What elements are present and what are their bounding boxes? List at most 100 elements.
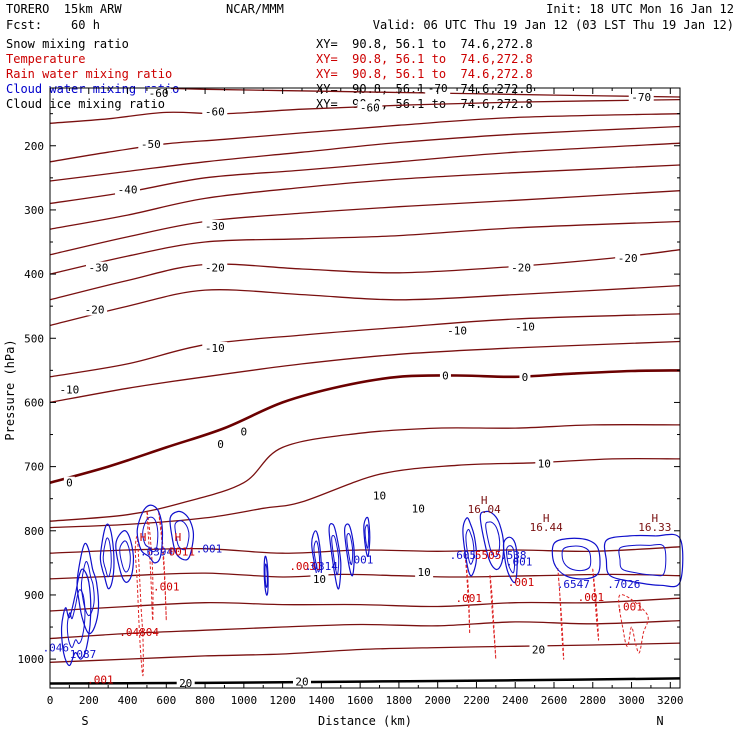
x-tick-label: 1400 bbox=[308, 694, 335, 707]
axes: 0 200 400 600 800 1000 1200 1400 1600 1800 2000 220… bbox=[18, 88, 684, 707]
isotherm-label: -40 bbox=[118, 183, 138, 196]
cloud-contour-inner bbox=[346, 533, 354, 566]
x-tick-label: 800 bbox=[195, 694, 215, 707]
isotherm-label-bg bbox=[56, 383, 82, 396]
cloud-contour bbox=[60, 568, 92, 667]
cloud-contour bbox=[479, 510, 505, 571]
cloud-contour bbox=[502, 536, 518, 584]
max-annotation: .001 bbox=[578, 591, 605, 604]
max-annotation: .001 bbox=[455, 592, 482, 605]
isotherm-label-bg bbox=[82, 303, 108, 316]
cloud-contour-inner bbox=[119, 540, 131, 573]
isotherm-18 bbox=[49, 619, 681, 640]
isotherm-label-bg bbox=[615, 252, 641, 265]
cloud-contour-inner bbox=[561, 545, 592, 572]
max-annotation: .001 bbox=[347, 554, 374, 567]
max-annotation: H bbox=[543, 512, 550, 525]
max-annotation: 0011 bbox=[169, 545, 196, 558]
isotherm-label-bg bbox=[293, 675, 311, 688]
center-label: NCAR/MMM bbox=[226, 2, 284, 16]
max-annotation: .605 bbox=[450, 549, 477, 562]
isotherm-label-bg bbox=[529, 643, 548, 656]
max-annotation: .04804 bbox=[119, 626, 159, 639]
x-tick-label: 1600 bbox=[347, 694, 374, 707]
max-annotation: .046 bbox=[43, 642, 70, 655]
isotherm-label: -20 bbox=[85, 303, 105, 316]
max-annotation: .001 bbox=[616, 601, 643, 614]
isotherm-label-bg bbox=[138, 137, 164, 150]
y-tick-label: 700 bbox=[24, 461, 44, 474]
rain-contour bbox=[158, 510, 167, 622]
rain-contour bbox=[557, 568, 565, 660]
field-cloud-water-label: Cloud water mixing ratio bbox=[6, 82, 180, 96]
isotherm-label: 0 bbox=[217, 438, 224, 451]
cloud-contour bbox=[76, 542, 100, 635]
cloud-contour bbox=[551, 537, 601, 580]
isotherm-m10 bbox=[49, 313, 681, 378]
field-cloud-ice-label: Cloud ice mixing ratio bbox=[6, 97, 165, 111]
cloud-contour bbox=[263, 555, 269, 596]
cloud-contours bbox=[60, 504, 684, 667]
cloud-contour-inner bbox=[102, 537, 112, 578]
isotherm-label: 10 bbox=[417, 566, 430, 579]
isotherm-label: 20 bbox=[295, 676, 308, 689]
y-tick-label: 1000 bbox=[18, 653, 45, 666]
x-tick-label: 3000 bbox=[618, 694, 645, 707]
rain-contour bbox=[134, 536, 144, 677]
cloud-contour-inner bbox=[142, 516, 159, 553]
isotherm-label-bg bbox=[409, 502, 428, 515]
isotherm-m40 bbox=[49, 142, 681, 205]
max-annotation: H bbox=[651, 512, 658, 525]
isotherm-label-bg bbox=[202, 219, 228, 232]
cloud-contour-inner bbox=[618, 543, 667, 577]
rain-contour bbox=[592, 568, 600, 641]
x-tick-label: 1000 bbox=[231, 694, 258, 707]
isotherm-m45 bbox=[49, 125, 681, 182]
surface-line bbox=[49, 677, 681, 685]
cloud-contour bbox=[136, 504, 164, 564]
cloud-contour bbox=[328, 523, 342, 590]
max-annotation: .7026 bbox=[607, 578, 640, 591]
cloud-contour-inner bbox=[465, 528, 475, 565]
rain-contour bbox=[146, 510, 154, 622]
isotherm-label-bg bbox=[215, 438, 227, 451]
temperature-isotherms bbox=[49, 87, 681, 663]
y-tick-label: 400 bbox=[24, 268, 44, 281]
x-tick-label: 0 bbox=[47, 694, 54, 707]
isotherm-label: -30 bbox=[205, 220, 225, 233]
max-annotation: .6394 bbox=[140, 545, 173, 558]
isotherm-label: 0 bbox=[241, 425, 248, 438]
isotherm-0 bbox=[49, 369, 681, 484]
isotherm-label: 10 bbox=[313, 573, 326, 586]
max-annotation: 16.33 bbox=[638, 521, 671, 534]
max-annotation: .001 bbox=[196, 543, 223, 556]
isotherm-label-bg bbox=[202, 105, 228, 118]
isotherm-5 bbox=[49, 424, 681, 522]
isotherm-label: 10 bbox=[412, 502, 425, 515]
isotherm-label-bg bbox=[310, 572, 329, 585]
isotherm-label-bg bbox=[444, 324, 470, 337]
x-tick-label: 600 bbox=[156, 694, 176, 707]
cloud-contour-inner bbox=[264, 563, 268, 588]
cloud-contour bbox=[462, 517, 478, 577]
x-tick-label: 2600 bbox=[541, 694, 568, 707]
isotherm-label: 20 bbox=[179, 677, 192, 690]
y-tick-label: 900 bbox=[24, 589, 44, 602]
isotherm-label-bg bbox=[370, 489, 389, 502]
isotherm-label: 10 bbox=[538, 457, 551, 470]
isotherm-label: -10 bbox=[59, 384, 79, 397]
x-tick-label: 400 bbox=[118, 694, 138, 707]
max-annotation: .001 bbox=[153, 581, 180, 594]
cloud-contour bbox=[363, 516, 371, 558]
isotherm-label-bg bbox=[628, 90, 654, 103]
max-annotation: 5505 bbox=[475, 549, 502, 562]
x-tick-label: 2000 bbox=[424, 694, 451, 707]
max-annotation: H bbox=[140, 531, 147, 544]
max-annotation: .0031 bbox=[289, 560, 322, 573]
isotherm-label: -60 bbox=[205, 106, 225, 119]
isotherm-m20 bbox=[49, 249, 681, 301]
isotherm-label: -50 bbox=[141, 138, 161, 151]
rain-contour bbox=[489, 575, 497, 660]
x-tick-label: 1800 bbox=[386, 694, 413, 707]
